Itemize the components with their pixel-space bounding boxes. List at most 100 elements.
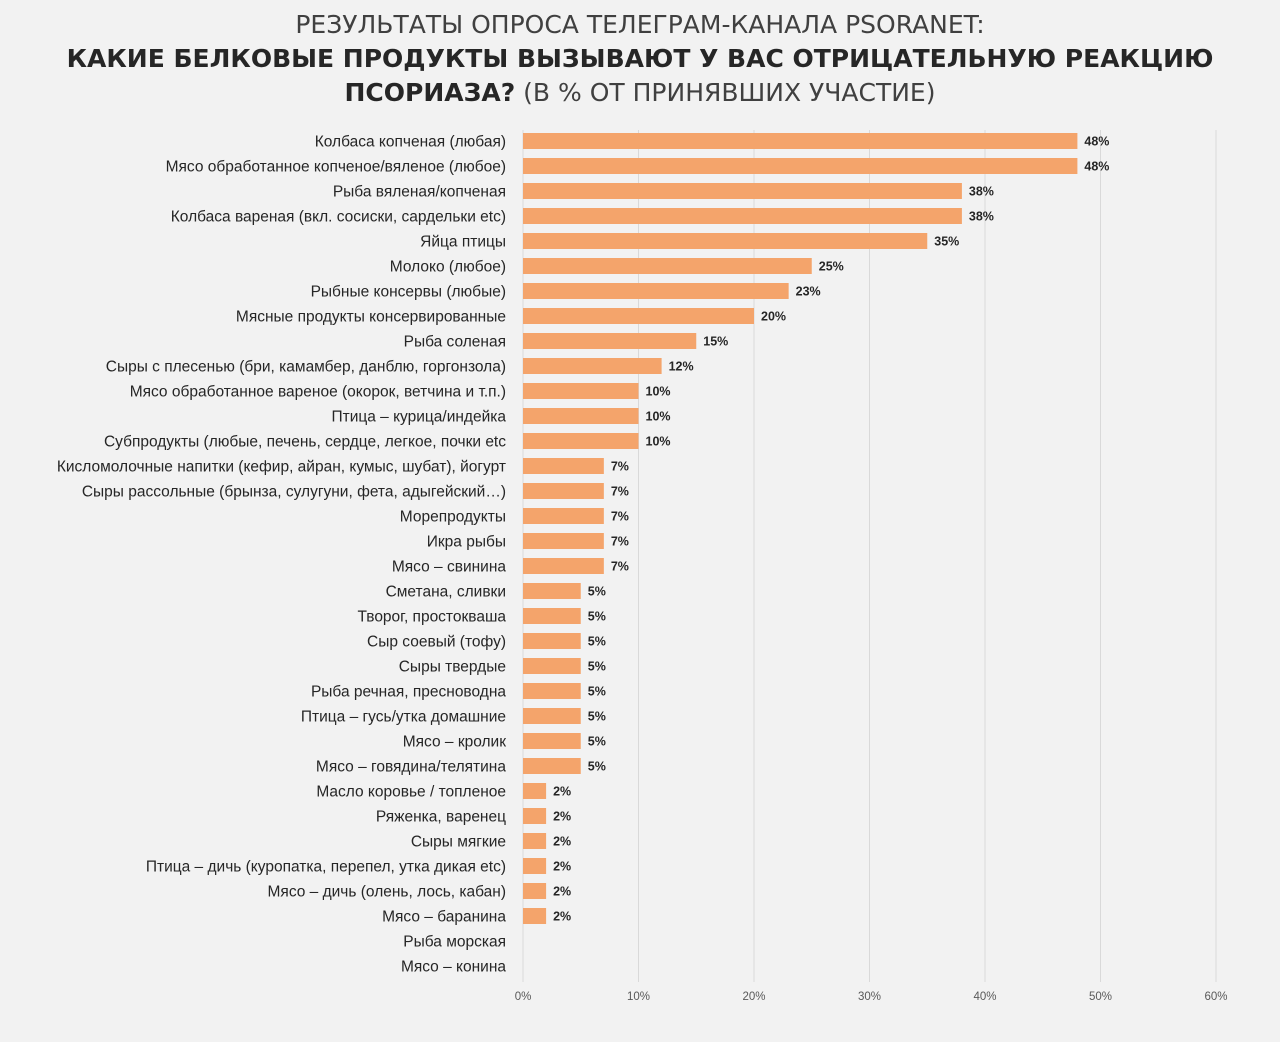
value-label-19: 5% [588, 610, 606, 624]
bar-16 [523, 533, 604, 549]
value-label-31: 2% [553, 910, 571, 924]
bar-31 [523, 908, 547, 924]
value-label-13: 7% [611, 460, 629, 474]
category-label-25: Мясо – говядина/телятина [316, 759, 506, 776]
value-label-5: 25% [819, 260, 844, 274]
value-label-4: 35% [934, 235, 959, 249]
category-label-28: Сыры мягкие [411, 834, 506, 851]
value-label-17: 7% [611, 560, 629, 574]
bar-0 [523, 133, 1078, 149]
bar-2 [523, 183, 962, 199]
category-label-33: Мясо – конина [401, 959, 506, 976]
bar-19 [523, 608, 581, 624]
category-label-32: Рыба морская [403, 934, 506, 951]
value-label-11: 10% [646, 410, 671, 424]
category-label-23: Птица – гусь/утка домашние [301, 709, 506, 726]
bar-30 [523, 883, 547, 899]
category-label-10: Мясо обработанное вареное (окорок, ветчи… [130, 384, 506, 401]
bar-17 [523, 558, 604, 574]
category-label-1: Мясо обработанное копченое/вяленое (любо… [166, 159, 506, 176]
value-label-8: 15% [703, 335, 728, 349]
chart-title: РЕЗУЛЬТАТЫ ОПРОСА ТЕЛЕГРАМ-КАНАЛА PSORAN… [0, 8, 1280, 110]
bar-20 [523, 633, 581, 649]
bar-3 [523, 208, 962, 224]
category-label-6: Рыбные консервы (любые) [311, 284, 506, 301]
category-label-13: Кисломолочные напитки (кефир, айран, кум… [57, 459, 506, 476]
category-label-30: Мясо – дичь (олень, лось, кабан) [268, 884, 506, 901]
category-label-27: Ряженка, варенец [376, 809, 506, 826]
x-tick-label-50: 50% [1089, 991, 1112, 1003]
value-label-21: 5% [588, 660, 606, 674]
bar-6 [523, 283, 789, 299]
value-label-14: 7% [611, 485, 629, 499]
category-label-8: Рыба соленая [404, 334, 506, 351]
value-label-29: 2% [553, 860, 571, 874]
category-label-0: Колбаса копченая (любая) [315, 134, 506, 151]
value-label-23: 5% [588, 710, 606, 724]
bar-5 [523, 258, 812, 274]
value-label-0: 48% [1084, 135, 1109, 149]
bar-1 [523, 158, 1078, 174]
bar-23 [523, 708, 581, 724]
bar-25 [523, 758, 581, 774]
category-label-20: Сыр соевый (тофу) [367, 634, 506, 651]
value-label-20: 5% [588, 635, 606, 649]
bar-27 [523, 808, 547, 824]
value-label-6: 23% [796, 285, 821, 299]
category-label-21: Сыры твердые [399, 659, 506, 676]
x-tick-label-40: 40% [973, 991, 996, 1003]
bar-9 [523, 358, 662, 374]
bar-4 [523, 233, 928, 249]
value-label-18: 5% [588, 585, 606, 599]
bar-18 [523, 583, 581, 599]
category-label-17: Мясо – свинина [392, 559, 507, 576]
category-label-9: Сыры с плесенью (бри, камамбер, данблю, … [106, 359, 506, 376]
value-label-7: 20% [761, 310, 786, 324]
category-label-26: Масло коровье / топленое [316, 784, 506, 801]
bar-11 [523, 408, 639, 424]
value-labels: 48% 48% 38% 38% 35% 25% 23% 20% 15% 12% 10% 10% 10% 7… [553, 135, 1109, 924]
value-label-22: 5% [588, 685, 606, 699]
value-label-28: 2% [553, 835, 571, 849]
category-label-4: Яйца птицы [420, 234, 506, 251]
category-label-7: Мясные продукты консервированные [236, 309, 506, 326]
value-label-10: 10% [646, 385, 671, 399]
bar-26 [523, 783, 547, 799]
x-tick-label-20: 20% [742, 991, 765, 1003]
bar-10 [523, 383, 639, 399]
value-label-25: 5% [588, 760, 606, 774]
x-tick-label-0: 0% [515, 991, 532, 1003]
bar-29 [523, 858, 547, 874]
x-axis-ticks: 0% 10% 20% 30% 40% 50% 60% [515, 991, 1228, 1003]
category-label-29: Птица – дичь (куропатка, перепел, утка д… [146, 859, 506, 876]
bar-14 [523, 483, 604, 499]
bar-28 [523, 833, 547, 849]
bar-15 [523, 508, 604, 524]
category-label-18: Сметана, сливки [386, 584, 506, 601]
value-label-15: 7% [611, 510, 629, 524]
category-label-11: Птица – курица/индейка [331, 409, 506, 426]
category-label-15: Морепродукты [400, 509, 506, 526]
bar-24 [523, 733, 581, 749]
value-label-1: 48% [1084, 160, 1109, 174]
bar-13 [523, 458, 604, 474]
x-tick-label-30: 30% [858, 991, 881, 1003]
category-label-16: Икра рыбы [427, 534, 506, 551]
bars [523, 133, 1078, 924]
value-label-30: 2% [553, 885, 571, 899]
title-line-3-bold: ПСОРИАЗА? [344, 78, 516, 107]
category-label-3: Колбаса вареная (вкл. сосиски, сардельки… [171, 209, 506, 226]
bar-21 [523, 658, 581, 674]
bar-12 [523, 433, 639, 449]
value-label-12: 10% [646, 435, 671, 449]
title-line-2: КАКИЕ БЕЛКОВЫЕ ПРОДУКТЫ ВЫЗЫВАЮТ У ВАС О… [66, 44, 1214, 73]
value-label-9: 12% [669, 360, 694, 374]
category-label-14: Сыры рассольные (брынза, сулугуни, фета,… [82, 484, 506, 501]
category-label-5: Молоко (любое) [390, 259, 506, 276]
x-tick-label-10: 10% [627, 991, 650, 1003]
x-tick-label-60: 60% [1204, 991, 1227, 1003]
bar-7 [523, 308, 754, 324]
value-label-27: 2% [553, 810, 571, 824]
